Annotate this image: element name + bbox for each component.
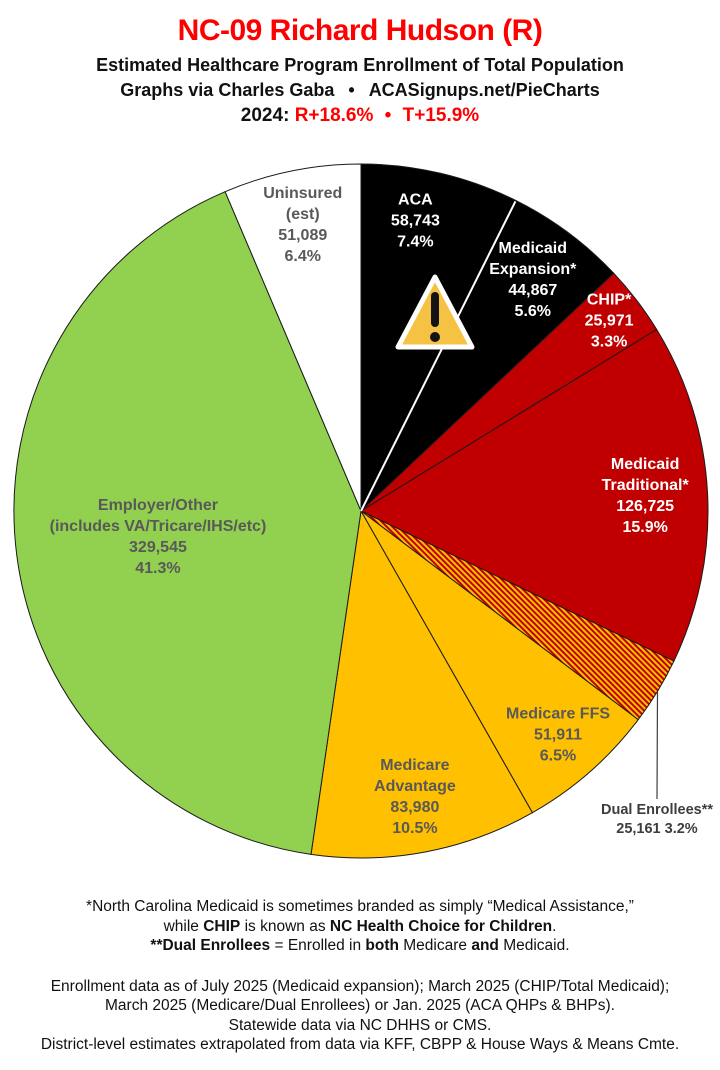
pie-slice-medicaid-traditional [359,328,709,662]
footnote-line: *North Carolina Medicaid is sometimes br… [86,898,634,915]
pie-slice-medicare-ffs [360,510,639,814]
partisan-t-lean: T+15.9% [402,105,480,126]
credit-site: ACASignups.net/PieCharts [368,80,600,100]
footnote-line: **Dual Enrollees = Enrolled in both Medi… [150,937,570,954]
warning-triangle-icon [395,274,475,350]
footnote-medicaid-chip: *North Carolina Medicaid is sometimes br… [0,897,720,956]
bullet-icon: • [384,105,392,126]
partisan-year-label: 2024: [240,105,290,126]
credit-author: Graphs via Charles Gaba [120,80,335,100]
credit-line: Graphs via Charles Gaba • ACASignups.net/P… [0,78,720,103]
partisan-r-lean: R+18.6% [294,105,374,126]
callout-line-dual-enrollees [656,691,659,800]
footnote-data-sources: Enrollment data as of July 2025 (Medicai… [0,977,720,1055]
header: NC-09 Richard Hudson (R) Estimated Healt… [0,0,720,128]
footnote-line: Statewide data via NC DHHS or CMS. [228,1016,492,1034]
footnote-line: District-level estimates extrapolated fr… [40,1036,680,1053]
footnote-line: March 2025 (Medicare/Dual Enrollees) or … [105,997,615,1014]
footnotes: *North Carolina Medicaid is sometimes br… [0,897,720,1055]
slice-divider-line [360,200,517,512]
pie-slice-employer-other [13,191,362,855]
subtitle: Estimated Healthcare Program Enrollment … [96,55,624,75]
partisan-lean-line: 2024: R+18.6% • T+15.9% [0,103,720,128]
pie-slice-medicare-advantage [310,509,534,859]
footnote-line: Enrollment data as of July 2025 (Medicai… [50,977,670,995]
bullet-icon: • [348,80,355,100]
footnote-line: while CHIP is known as NC Health Choice … [163,917,557,935]
pie-slice-uninsured-est [224,163,362,512]
page-title: NC-09 Richard Hudson (R) [177,14,543,47]
